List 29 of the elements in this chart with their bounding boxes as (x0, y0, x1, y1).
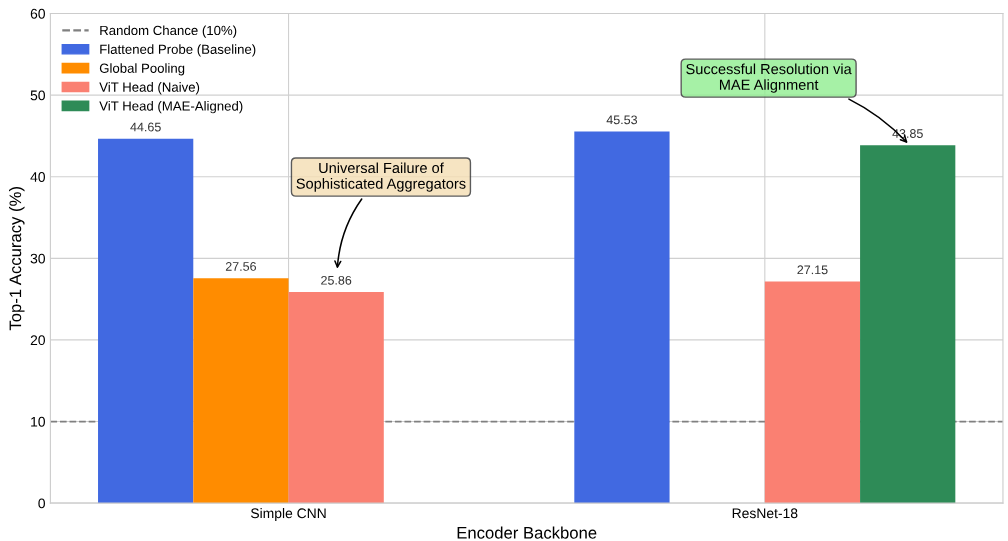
annotation: Universal Failure of Sophisticated Aggregators (296, 162, 466, 192)
bar (860, 145, 956, 504)
data-label: 27.56 (225, 262, 256, 271)
x-tick-label: Simple CNN (250, 507, 326, 521)
y-tick-label: 40 (30, 172, 45, 182)
data-label: 27.15 (797, 265, 828, 275)
annotation: Successful Resolution via MAE Alignment (686, 63, 852, 93)
y-tick-label: 20 (30, 335, 45, 346)
legend-label: Random Chance (10%) (100, 25, 237, 38)
y-tick-label: 0 (38, 498, 45, 509)
x-tick-label: ResNet-18 (732, 508, 798, 519)
bar (764, 281, 861, 504)
legend-label: ViT Head (Naive) (99, 82, 200, 95)
data-label: 25.86 (321, 275, 352, 285)
y-axis-title: Top-1 Accuracy (%) (9, 187, 25, 331)
y-tick-label: 60 (30, 8, 45, 19)
data-label: 45.53 (606, 115, 638, 125)
y-tick-label: 30 (30, 253, 45, 264)
y-tick-label: 50 (30, 90, 45, 101)
bar (98, 138, 194, 504)
legend-label: Global Pooling (99, 63, 185, 76)
y-tick-label: 10 (31, 416, 45, 427)
legend-label: ViT Head (MAE-Aligned) (99, 100, 243, 114)
bar (574, 131, 670, 504)
x-axis-title: Encoder Backbone (457, 526, 597, 539)
legend-label: Flattened Probe (Baseline) (100, 44, 256, 57)
bar (288, 292, 384, 504)
bar (193, 278, 289, 504)
data-label: 44.65 (130, 122, 161, 132)
